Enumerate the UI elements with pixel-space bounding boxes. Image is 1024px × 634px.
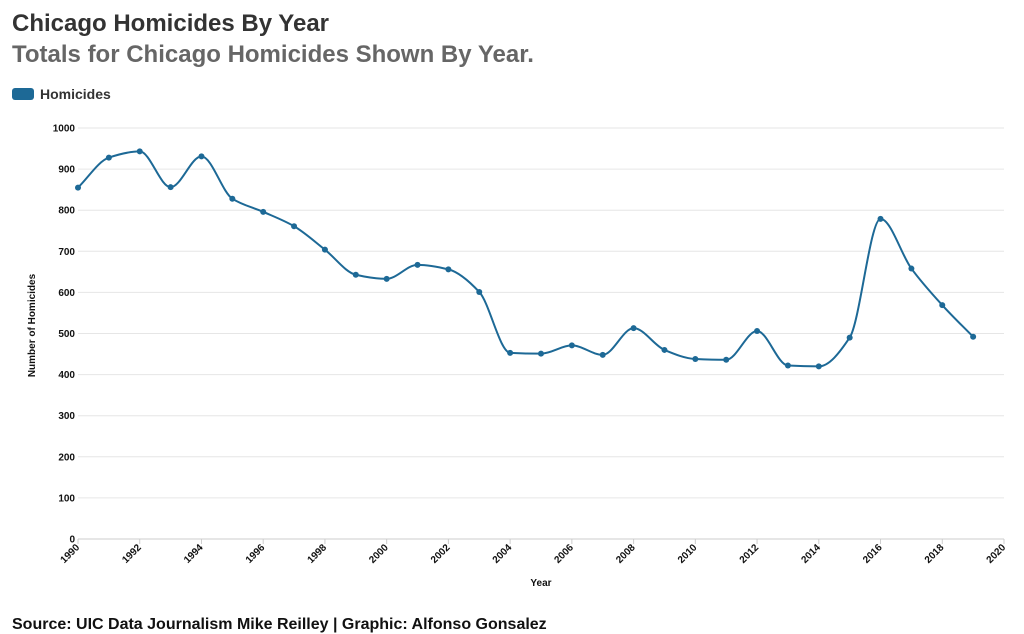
y-axis-title: Number of Homicides	[27, 273, 38, 377]
x-tick-label: 1994	[182, 542, 206, 566]
y-tick-label: 900	[58, 165, 75, 176]
y-tick-label: 600	[58, 288, 75, 299]
y-tick-label: 500	[58, 329, 75, 340]
data-point[interactable]	[815, 363, 822, 370]
data-point[interactable]	[352, 271, 359, 278]
data-point[interactable]	[877, 215, 884, 222]
x-tick-label: 2020	[985, 542, 1009, 566]
x-axis-title: Year	[530, 578, 551, 589]
data-point[interactable]	[445, 266, 452, 273]
x-tick-label: 2012	[738, 542, 762, 566]
data-point[interactable]	[939, 302, 946, 309]
data-point[interactable]	[970, 333, 977, 340]
series-homicides	[75, 148, 977, 370]
x-tick-label: 2006	[552, 542, 576, 566]
source-credit: Source: UIC Data Journalism Mike Reilley…	[12, 616, 547, 633]
series-line	[77, 150, 974, 368]
y-tick-label: 0	[69, 535, 75, 546]
data-point[interactable]	[784, 362, 791, 369]
data-point[interactable]	[538, 350, 544, 357]
x-tick-label: 1990	[59, 542, 83, 566]
data-point[interactable]	[136, 148, 143, 155]
data-point[interactable]	[414, 261, 421, 268]
data-point[interactable]	[229, 195, 236, 202]
y-tick-label: 300	[58, 411, 75, 422]
x-tick-label: 2004	[491, 542, 515, 566]
data-point[interactable]	[291, 223, 298, 230]
data-point[interactable]	[507, 349, 514, 356]
data-point[interactable]	[754, 328, 761, 335]
data-point[interactable]	[568, 342, 575, 349]
data-point[interactable]	[75, 184, 81, 191]
x-tick-label: 2018	[923, 542, 947, 566]
data-point[interactable]	[105, 154, 112, 161]
data-point[interactable]	[260, 208, 267, 215]
data-point[interactable]	[630, 325, 637, 332]
legend: Homicides	[12, 86, 111, 102]
data-point[interactable]	[599, 351, 606, 358]
chart-title: Chicago Homicides By Year	[12, 10, 330, 37]
x-tick-label: 1996	[244, 542, 268, 566]
x-tick-label: 2008	[614, 542, 638, 566]
data-point[interactable]	[661, 346, 668, 353]
y-tick-label: 400	[58, 370, 75, 381]
y-tick-label: 1000	[53, 124, 76, 135]
data-point[interactable]	[198, 153, 205, 160]
data-point[interactable]	[723, 356, 730, 363]
x-tick-label: 2000	[367, 542, 391, 566]
x-tick-label: 1992	[120, 542, 144, 566]
x-tick-label: 1998	[306, 542, 330, 566]
legend-swatch	[12, 88, 34, 100]
y-tick-label: 100	[58, 493, 75, 504]
data-point[interactable]	[476, 288, 483, 295]
y-tick-label: 800	[58, 206, 75, 217]
data-point[interactable]	[167, 184, 174, 191]
y-tick-label: 700	[58, 247, 75, 258]
data-point[interactable]	[383, 275, 390, 282]
y-tick-label: 200	[58, 452, 75, 463]
x-tick-label: 2010	[676, 542, 700, 566]
axes: 0 100 200 300 400 500 600 700 800 900 1000 1990 1992…	[53, 124, 1009, 566]
data-point[interactable]	[321, 246, 328, 253]
x-tick-label: 2002	[429, 542, 453, 566]
x-tick-label: 2016	[861, 542, 885, 566]
data-point[interactable]	[846, 334, 853, 341]
x-tick-label: 2014	[799, 542, 823, 566]
legend-label: Homicides	[40, 86, 111, 102]
chart-subtitle: Totals for Chicago Homicides Shown By Ye…	[12, 41, 534, 68]
data-point[interactable]	[908, 265, 915, 272]
line-chart: 0 100 200 300 400 500 600 700 800 900 1000 1990 1992…	[27, 124, 1009, 590]
gridlines	[78, 127, 1004, 540]
data-point[interactable]	[692, 355, 699, 362]
